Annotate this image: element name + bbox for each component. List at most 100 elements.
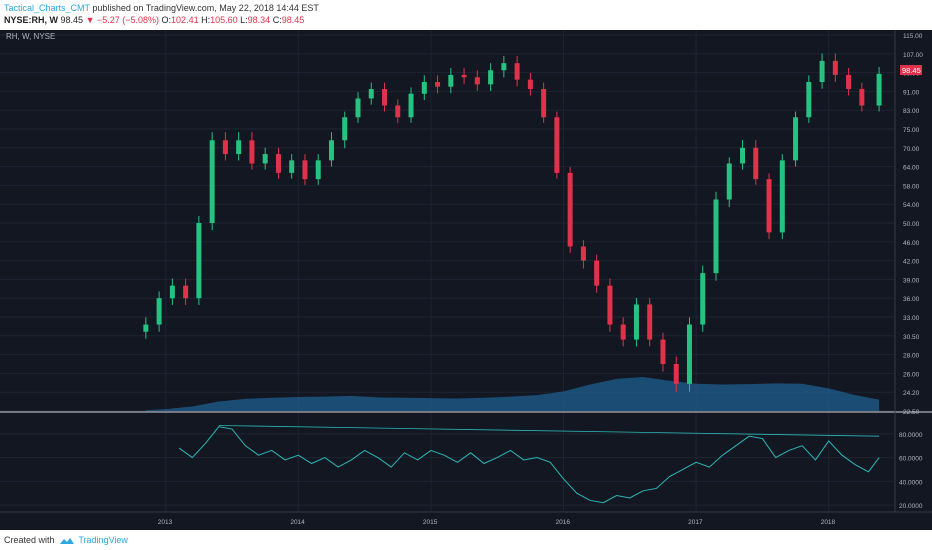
chart-area[interactable]: 115.00107.0099.0091.0083.0075.0070.0064.… — [0, 30, 932, 530]
candle-body — [647, 304, 653, 340]
candle-body — [541, 89, 547, 118]
candle-body — [328, 140, 334, 161]
price-tag-bg — [900, 65, 922, 75]
candle-body — [859, 89, 865, 106]
indicator-tick-label: 80.0000 — [899, 432, 923, 439]
candle-body — [501, 63, 507, 71]
candle-body — [315, 160, 321, 180]
indicator-pane — [178, 425, 880, 504]
quote-line: NYSE:RH, W 98.45 ▼ −5.27 (−5.08%) O:102.… — [4, 15, 304, 25]
candle-body — [355, 98, 361, 118]
candle-body — [554, 117, 560, 173]
candle-body — [633, 304, 639, 340]
candle-body — [421, 82, 427, 94]
low-value: 98.34 — [247, 15, 271, 25]
tradingview-brand[interactable]: TradingView — [78, 535, 128, 545]
price-tick-label: 24.20 — [903, 390, 920, 397]
high-label: H: — [201, 15, 211, 25]
candle-body — [740, 147, 746, 164]
x-tick-label: 2013 — [158, 519, 173, 526]
legend-title: RH, W, NYSE — [6, 32, 55, 41]
price-change: ▼ −5.27 (−5.08%) — [85, 15, 160, 25]
price-tick-label: 91.00 — [903, 89, 920, 96]
candle-body — [408, 93, 414, 118]
candle-body — [514, 63, 520, 80]
candle-body — [686, 324, 692, 384]
candle-body — [461, 74, 467, 78]
candle-body — [395, 105, 401, 118]
candle-body — [196, 223, 202, 299]
price-tick-label: 26.00 — [903, 371, 920, 378]
indicator-tick-label: 20.0000 — [899, 503, 923, 510]
volume-area-path — [145, 377, 880, 411]
published-text: published on TradingView.com, May 22, 20… — [92, 3, 319, 13]
candle-body — [580, 246, 586, 261]
chart-svg[interactable]: 115.00107.0099.0091.0083.0075.0070.0064.… — [0, 30, 932, 530]
open-label: O: — [161, 15, 172, 25]
candle-body — [368, 89, 374, 99]
indicator-line — [178, 426, 880, 504]
candle-body — [660, 339, 666, 364]
created-with-text: Created with — [4, 535, 55, 545]
price-tick-label: 39.00 — [903, 277, 920, 284]
price-candles — [143, 53, 882, 392]
created-with: Created with TradingView — [4, 535, 128, 545]
low-label: L: — [240, 15, 248, 25]
candle-body — [249, 140, 255, 164]
publish-line: Tactical_Charts_CMT published on Trading… — [4, 3, 319, 13]
publish-header: Tactical_Charts_CMT published on Trading… — [0, 0, 932, 30]
candle-body — [846, 74, 852, 90]
price-tick-label: 50.00 — [903, 221, 920, 228]
grid-lines — [0, 30, 932, 513]
candle-body — [435, 82, 441, 87]
price-tick-label: 107.00 — [903, 52, 923, 59]
footer: Created with TradingView — [0, 530, 932, 550]
indicator-tick-label: 60.0000 — [899, 456, 923, 463]
x-tick-label: 2017 — [688, 519, 703, 526]
candle-body — [527, 79, 533, 90]
candle-body — [488, 70, 494, 85]
close-value: 98.45 — [281, 15, 305, 25]
x-tick-label: 2016 — [556, 519, 571, 526]
candle-body — [302, 160, 308, 180]
candle-body — [474, 77, 480, 85]
candle-body — [806, 82, 812, 118]
candle-body — [594, 260, 600, 286]
price-tick-label: 115.00 — [903, 33, 923, 40]
symbol-label: NYSE:RH, W — [4, 15, 58, 25]
price-tag: 98.45 — [902, 66, 921, 75]
candle-body — [183, 285, 189, 299]
last-price: 98.45 — [60, 15, 84, 25]
candle-body — [342, 117, 348, 141]
price-tick-label: 75.00 — [903, 127, 920, 134]
price-tick-label: 70.00 — [903, 146, 920, 153]
price-tick-label: 30.50 — [903, 334, 920, 341]
tradingview-logo-icon — [60, 537, 75, 544]
candle-body — [289, 160, 295, 173]
chart-background — [0, 30, 932, 530]
high-value: 105.60 — [210, 15, 238, 25]
candle-body — [567, 172, 573, 247]
candle-body — [726, 163, 732, 200]
price-tick-label: 58.00 — [903, 183, 920, 190]
open-value: 102.41 — [171, 15, 199, 25]
price-tick-label: 54.00 — [903, 202, 920, 209]
candle-body — [700, 273, 706, 325]
candle-body — [169, 285, 175, 299]
candle-body — [832, 60, 838, 75]
author-link[interactable]: Tactical_Charts_CMT — [4, 3, 90, 13]
x-tick-label: 2014 — [290, 519, 305, 526]
candle-body — [753, 147, 759, 180]
price-tick-label: 36.00 — [903, 296, 920, 303]
price-tick-label: 28.00 — [903, 353, 920, 360]
price-tick-label: 64.00 — [903, 165, 920, 172]
candle-body — [673, 364, 679, 384]
candle-body — [779, 160, 785, 233]
candle-body — [143, 324, 149, 332]
candle-body — [275, 154, 281, 173]
candle-body — [382, 89, 388, 106]
candle-body — [607, 285, 613, 325]
indicator-tick-label: 40.0000 — [899, 479, 923, 486]
candle-body — [156, 298, 162, 325]
price-tick-label: 22.50 — [903, 409, 920, 416]
